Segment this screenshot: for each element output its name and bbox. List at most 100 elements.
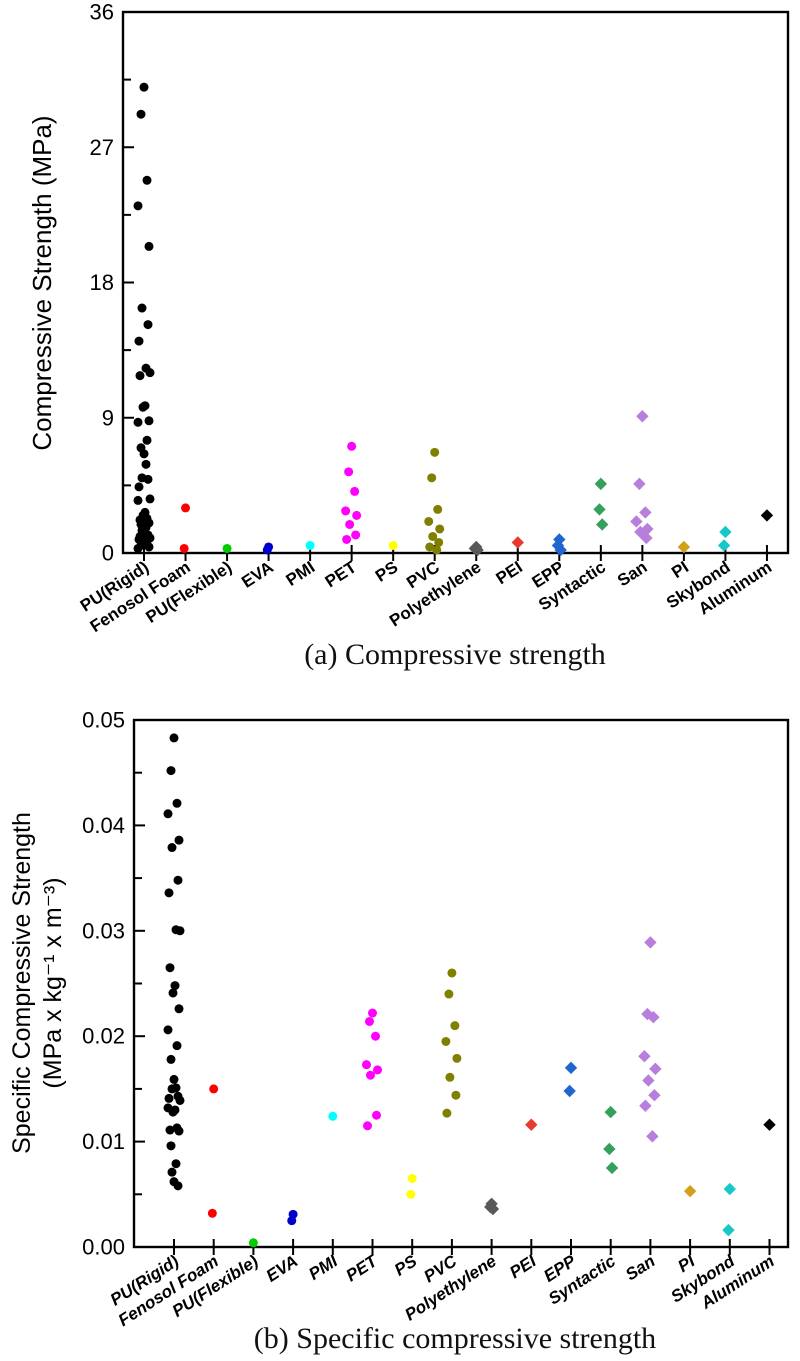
data-point [135, 371, 145, 381]
data-point [638, 1050, 651, 1063]
data-point [636, 410, 649, 423]
data-point [207, 1208, 217, 1218]
data-point [139, 449, 149, 459]
y-tick-label: 0.02 [82, 1024, 125, 1049]
data-point [646, 1130, 659, 1143]
data-point [451, 1090, 461, 1100]
y-tick-label: 0.04 [82, 813, 125, 838]
data-point [351, 530, 361, 540]
y-tick-label: 36 [90, 0, 114, 25]
data-point [648, 1089, 661, 1102]
data-point [424, 516, 434, 526]
data-point [363, 1121, 372, 1131]
data-point [471, 543, 484, 556]
chart-a-y-axis-title: Compressive Strength (MPa) [27, 115, 57, 451]
x-category-label: PET [343, 1251, 382, 1286]
data-point [595, 518, 609, 531]
data-point [143, 320, 153, 330]
data-point [563, 1084, 576, 1098]
y-tick-label: 0 [102, 541, 114, 566]
data-point [138, 402, 148, 412]
data-point [407, 1173, 417, 1183]
data-point [639, 506, 652, 519]
data-point [452, 1053, 462, 1063]
data-point [350, 486, 360, 496]
data-point [328, 1111, 338, 1121]
data-point [603, 1142, 616, 1156]
data-point [352, 510, 362, 520]
data-point [168, 1107, 178, 1117]
data-point [366, 1070, 375, 1080]
data-point [605, 1161, 619, 1175]
data-point [639, 1099, 652, 1112]
data-point [133, 543, 143, 553]
data-point [427, 473, 437, 483]
data-point [169, 733, 179, 743]
data-point [554, 543, 567, 556]
data-point [144, 241, 154, 251]
data-point [179, 543, 189, 553]
data-point [170, 981, 180, 991]
data-point [222, 543, 232, 553]
data-point [143, 474, 153, 484]
data-point [145, 494, 155, 504]
data-point [371, 1031, 380, 1041]
y-tick-label: 0.01 [82, 1129, 125, 1154]
y-tick-label: 27 [90, 135, 114, 160]
data-point [133, 417, 143, 427]
data-point [262, 545, 272, 555]
data-point [434, 537, 444, 547]
x-category-label: PEI [493, 557, 526, 588]
data-point [169, 1074, 179, 1084]
data-point [174, 1004, 184, 1014]
data-point [164, 1093, 174, 1103]
data-point [511, 536, 524, 549]
chart-b-caption: (b) Specific compressive strength [253, 1322, 657, 1355]
data-point [760, 509, 774, 522]
data-point [433, 504, 443, 514]
data-point [145, 368, 155, 378]
data-point [525, 1118, 538, 1131]
data-point [362, 1060, 371, 1070]
data-point [633, 477, 646, 491]
data-point [142, 435, 152, 445]
data-point [341, 506, 351, 516]
data-point [166, 1141, 176, 1151]
data-point [644, 936, 657, 949]
data-point [133, 495, 143, 505]
x-category-label: PMI [305, 1251, 342, 1284]
data-point [174, 1126, 184, 1136]
data-point [133, 201, 143, 211]
data-point [368, 1008, 377, 1018]
x-category-label: PS [391, 1251, 421, 1280]
data-point [763, 1118, 776, 1131]
data-point [248, 1238, 258, 1248]
data-point [144, 416, 154, 426]
data-point [450, 1021, 460, 1031]
chart-a-plot-frame [121, 10, 790, 555]
data-point [365, 1016, 374, 1026]
data-point [430, 447, 440, 457]
data-point [347, 441, 357, 451]
data-point [445, 1072, 455, 1082]
data-point [345, 519, 355, 529]
data-point [173, 1181, 183, 1191]
data-point [630, 515, 643, 528]
y-tick-label: 9 [102, 405, 114, 430]
data-point [172, 798, 182, 808]
data-point [172, 1041, 182, 1051]
data-point [722, 1223, 735, 1237]
data-point [305, 540, 315, 550]
data-point [373, 1065, 382, 1075]
data-point [435, 524, 445, 534]
data-point [717, 539, 731, 552]
data-point [342, 534, 352, 544]
x-category-label: EVA [238, 557, 277, 591]
data-point [447, 968, 457, 978]
x-category-label: PI [668, 557, 692, 582]
data-point [167, 843, 177, 853]
data-point [604, 1105, 617, 1119]
x-category-label: San [622, 1251, 659, 1284]
data-point [166, 1054, 176, 1064]
